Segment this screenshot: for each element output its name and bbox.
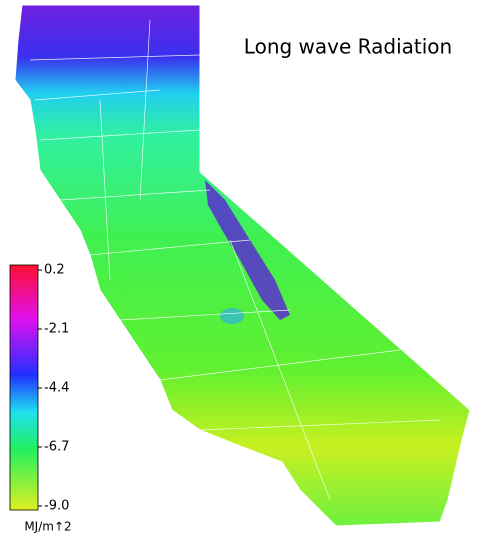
county-lines (29, 19, 441, 501)
colorbar-label: -4.4 (44, 381, 69, 396)
colorbar-label: -6.7 (44, 440, 69, 455)
colorbar-label: -9.0 (44, 499, 69, 514)
california-map (14, 4, 471, 527)
colorbar-unit: MJ/m↑2 (24, 520, 71, 534)
map-title: Long wave Radiation (244, 35, 452, 59)
colorbar-label: 0.2 (44, 263, 65, 278)
valley-spot (220, 308, 244, 324)
sierra-region (205, 180, 290, 320)
colorbar-label: -2.1 (44, 322, 69, 337)
colorbar (9, 264, 39, 511)
